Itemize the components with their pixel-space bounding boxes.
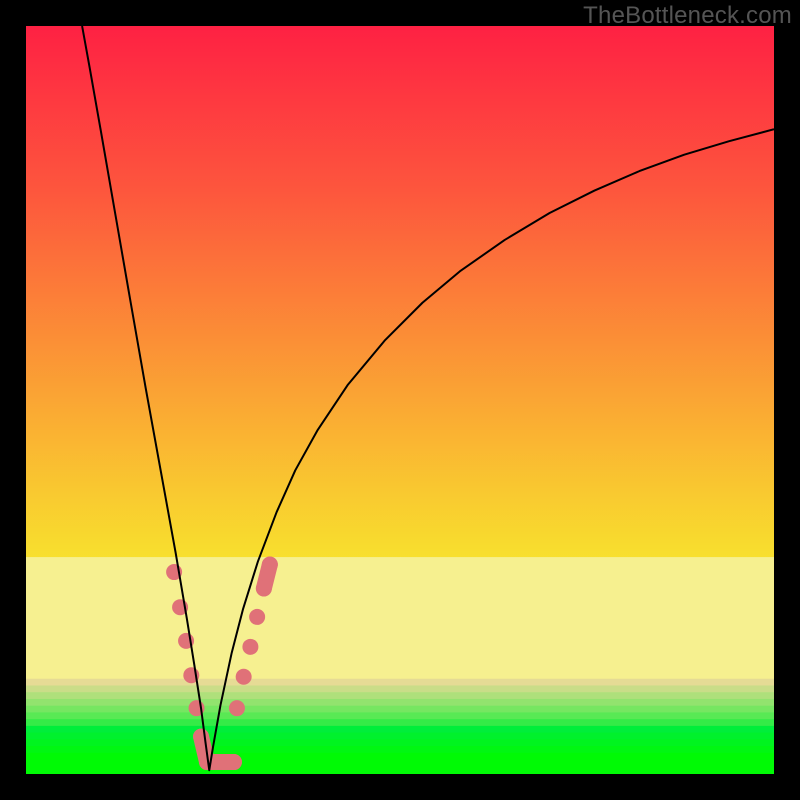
stripe-cell [400,712,774,719]
scatter-point [226,754,242,770]
stripe-cell [400,705,774,712]
scatter-point [193,729,209,745]
stripe-cell [26,725,401,732]
stripe-cell [26,698,401,705]
stripe-cell [26,685,401,692]
stripe-cell [400,732,774,739]
stripe-cell [400,678,774,685]
stripe-cell [400,725,774,732]
stripe-cell [400,746,774,753]
scatter-point [256,580,272,596]
stripe-cell [400,557,774,679]
bottom-stripes [26,557,774,774]
scatter-point [229,700,245,716]
stripe-cell [400,719,774,726]
stripe-cell [400,739,774,746]
chart-root: TheBottleneck.com [0,0,800,800]
stripe-cell [400,685,774,692]
stripe-cell [400,692,774,699]
watermark-text: TheBottleneck.com [583,2,792,30]
stripe-cell [26,692,401,699]
stripe-cell [26,705,401,712]
scatter-point [236,669,252,685]
stripe-cell [400,698,774,705]
scatter-point [249,609,265,625]
stripe-cell [400,752,774,774]
plot-area [26,26,774,774]
scatter-point [242,639,258,655]
plot-svg [26,26,774,774]
stripe-cell [26,719,401,726]
stripe-cell [26,712,401,719]
stripe-cell [26,557,401,679]
stripe-cell [26,678,401,685]
scatter-point [262,557,278,573]
stripe-cell [26,732,401,739]
